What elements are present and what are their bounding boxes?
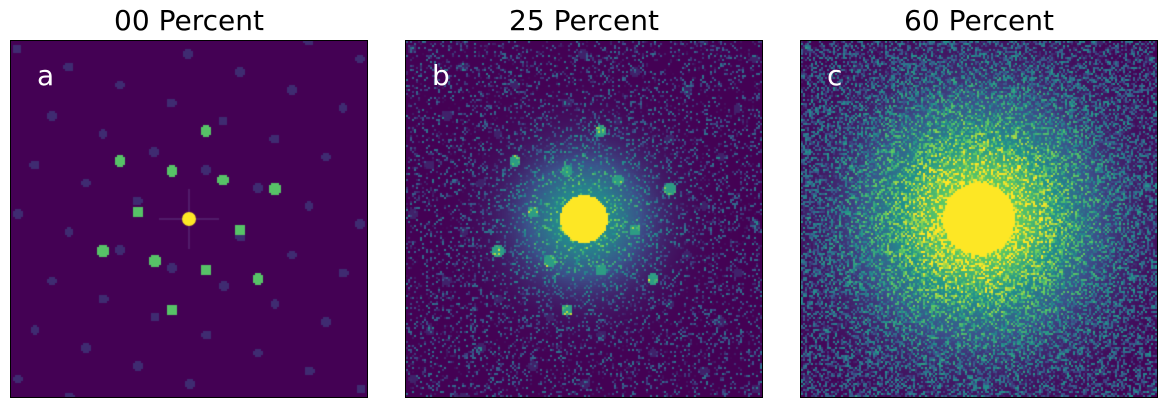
panel-a: 00 Percent a (10, 0, 368, 407)
panel-b: 25 Percent b (405, 0, 763, 407)
diffraction-image: a (10, 40, 368, 398)
diffraction-image: b (405, 40, 763, 398)
diffraction-image: c (800, 40, 1158, 398)
panel-title: 25 Percent (509, 4, 659, 37)
panel-label: b (432, 59, 450, 92)
panel-label: c (827, 59, 843, 92)
panel-title: 00 Percent (114, 4, 264, 37)
panel-title: 60 Percent (904, 4, 1054, 37)
panel-label: a (37, 59, 55, 92)
panel-c: 60 Percent c (800, 0, 1158, 407)
